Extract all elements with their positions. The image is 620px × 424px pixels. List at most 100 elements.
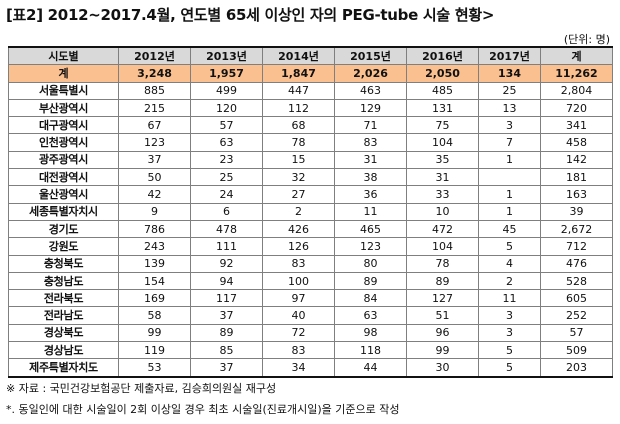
count-cell: 27 [262, 185, 335, 204]
footnotes: ※ 자료 : 국민건강보험공단 제출자료, 김승희의원실 재구성 *. 동일인에… [6, 378, 400, 420]
count-cell: 485 [406, 81, 479, 100]
table-row: 충청남도 154 94 100 89 89 2 528 [8, 271, 613, 291]
count-cell: 243 [118, 237, 191, 256]
count-cell: 53 [118, 358, 191, 378]
count-cell: 25 [190, 168, 263, 187]
count-cell: 38 [334, 168, 407, 187]
count-cell: 2,804 [540, 81, 613, 100]
count-cell: 181 [540, 168, 613, 187]
count-cell: 605 [540, 289, 613, 308]
method-note: *. 동일인에 대한 시술일이 2회 이상일 경우 최초 시술일(진료개시일)을… [6, 403, 400, 416]
total-cell: 2,050 [406, 64, 479, 83]
count-cell: 5 [478, 237, 541, 256]
column-header: 2017년 [478, 46, 541, 66]
count-cell: 24 [190, 185, 263, 204]
region-name: 대구광역시 [8, 116, 119, 135]
count-cell: 37 [118, 150, 191, 170]
count-cell: 142 [540, 150, 613, 170]
table-row: 전라북도 169 117 97 84 127 11 605 [8, 289, 613, 308]
region-name: 인천광역시 [8, 133, 119, 152]
count-cell: 476 [540, 254, 613, 273]
count-cell: 2 [478, 271, 541, 291]
count-cell: 45 [478, 219, 541, 239]
count-cell: 32 [262, 168, 335, 187]
source-note: ※ 자료 : 국민건강보험공단 제출자료, 김승희의원실 재구성 [6, 382, 277, 395]
table-row: 울산광역시 42 24 27 36 33 1 163 [8, 185, 613, 204]
count-cell: 96 [406, 323, 479, 343]
total-cell: 3,248 [118, 64, 191, 83]
unit-label: (단위: 명) [563, 33, 610, 46]
count-cell: 15 [262, 150, 335, 170]
count-cell: 75 [406, 116, 479, 135]
column-header: 2013년 [190, 46, 263, 66]
column-header: 시도별 [8, 46, 119, 66]
count-cell: 89 [406, 271, 479, 291]
count-cell: 509 [540, 341, 613, 360]
count-cell: 30 [406, 358, 479, 378]
region-name: 경기도 [8, 219, 119, 239]
count-cell: 58 [118, 306, 191, 325]
peg-tube-table: 시도별 2012년 2013년 2014년 2015년 2016년 2017년 계 계 3,24… [8, 46, 613, 378]
count-cell: 104 [406, 133, 479, 152]
count-cell: 63 [190, 133, 263, 152]
count-cell: 426 [262, 219, 335, 239]
count-cell: 341 [540, 116, 613, 135]
count-cell: 84 [334, 289, 407, 308]
count-cell: 104 [406, 237, 479, 256]
region-name: 광주광역시 [8, 150, 119, 170]
total-cell: 11,262 [540, 64, 613, 83]
column-header: 2016년 [406, 46, 479, 66]
table-row: 인천광역시 123 63 78 83 104 7 458 [8, 133, 613, 152]
count-cell: 720 [540, 98, 613, 118]
count-cell: 131 [406, 98, 479, 118]
count-cell: 7 [478, 133, 541, 152]
count-cell: 129 [334, 98, 407, 118]
region-name: 세종특별자치시 [8, 202, 119, 221]
count-cell: 72 [262, 323, 335, 343]
count-cell: 33 [406, 185, 479, 204]
count-cell: 80 [334, 254, 407, 273]
count-cell [478, 168, 541, 187]
total-row: 계 3,248 1,957 1,847 2,026 2,050 134 11,262 [8, 64, 613, 83]
count-cell: 83 [262, 341, 335, 360]
count-cell: 499 [190, 81, 263, 100]
count-cell: 465 [334, 219, 407, 239]
count-cell: 25 [478, 81, 541, 100]
total-label: 계 [8, 64, 119, 83]
count-cell: 463 [334, 81, 407, 100]
count-cell: 51 [406, 306, 479, 325]
region-name: 대전광역시 [8, 168, 119, 187]
count-cell: 39 [540, 202, 613, 221]
count-cell: 89 [190, 323, 263, 343]
count-cell: 9 [118, 202, 191, 221]
column-header: 2012년 [118, 46, 191, 66]
count-cell: 94 [190, 271, 263, 291]
count-cell: 35 [406, 150, 479, 170]
count-cell: 99 [406, 341, 479, 360]
count-cell: 120 [190, 98, 263, 118]
count-cell: 123 [334, 237, 407, 256]
count-cell: 44 [334, 358, 407, 378]
count-cell: 37 [190, 306, 263, 325]
count-cell: 447 [262, 81, 335, 100]
count-cell: 57 [190, 116, 263, 135]
count-cell: 4 [478, 254, 541, 273]
header-row: 시도별 2012년 2013년 2014년 2015년 2016년 2017년 계 [8, 46, 613, 66]
region-name: 경상북도 [8, 323, 119, 343]
count-cell: 169 [118, 289, 191, 308]
count-cell: 23 [190, 150, 263, 170]
count-cell: 31 [334, 150, 407, 170]
table-row: 경상남도 119 85 83 118 99 5 509 [8, 341, 613, 360]
region-name: 울산광역시 [8, 185, 119, 204]
region-name: 경상남도 [8, 341, 119, 360]
table-row: 서울특별시 885 499 447 463 485 25 2,804 [8, 81, 613, 100]
count-cell: 111 [190, 237, 263, 256]
count-cell: 123 [118, 133, 191, 152]
count-cell: 92 [190, 254, 263, 273]
count-cell: 40 [262, 306, 335, 325]
count-cell: 31 [406, 168, 479, 187]
count-cell: 154 [118, 271, 191, 291]
count-cell: 252 [540, 306, 613, 325]
region-name: 부산광역시 [8, 98, 119, 118]
count-cell: 42 [118, 185, 191, 204]
